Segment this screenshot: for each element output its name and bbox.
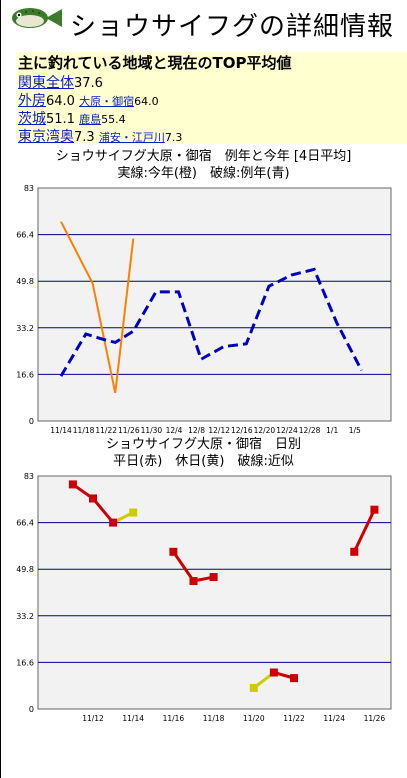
- chart1-x-tick-label: 12/8: [188, 426, 205, 435]
- chart1-y-tick-label: 49.8: [16, 277, 34, 286]
- region-value: 37.6: [74, 76, 103, 91]
- subregion-value: 55.4: [101, 113, 126, 126]
- chart1-x-tick-label: 11/30: [141, 426, 163, 435]
- chart2-x-tick-label: 11/18: [203, 714, 225, 723]
- chart2-segment-line: [352, 509, 376, 553]
- region-row-ibaraki: 茨城51.1 鹿島55.4: [18, 108, 126, 128]
- chart1-x-tick-label: 1/5: [349, 426, 361, 435]
- region-value: 51.1: [46, 112, 75, 127]
- chart2-x-tick-label: 11/14: [122, 714, 144, 723]
- chart2-x-tick-label: 11/26: [364, 714, 386, 723]
- chart2-data-point: [189, 576, 198, 585]
- chart1-x-tick-label: 11/26: [118, 426, 140, 435]
- chart2-data-point: [169, 547, 178, 556]
- chart2-y-tick-label: 66.4: [16, 519, 34, 528]
- chart1-y-tick-label: 66.4: [16, 231, 34, 240]
- chart1-x-tick-label: 11/14: [50, 426, 72, 435]
- top-average-panel: 主に釣れている地域と現在のTOP平均値 関東全体37.6 外房64.0 大原・御…: [16, 52, 407, 146]
- chart2-data-point: [370, 505, 379, 514]
- chart2-data-point: [109, 518, 118, 527]
- chart2-x-tick-label: 11/22: [283, 714, 305, 723]
- chart2-data-point: [290, 674, 298, 683]
- chart1-y-tick-label: 33.2: [16, 324, 34, 333]
- chart1-x-tick-label: 12/28: [299, 426, 321, 435]
- chart2-title: ショウサイフグ大原・御宿 日別 平日(赤) 休日(黄) 破線:近似: [0, 436, 407, 470]
- chart1-title: ショウサイフグ大原・御宿 例年と今年 [4日平均] 実線:今年(橙) 破線:例年…: [0, 148, 407, 182]
- chart2-y-tick-label: 49.8: [16, 565, 34, 574]
- page-title: ショウサイフグの詳細情報: [70, 12, 395, 42]
- chart2-x-tick-label: 11/12: [82, 714, 104, 723]
- subregion-link-ohara[interactable]: 大原・御宿: [79, 95, 135, 108]
- chart2-data-point: [89, 494, 97, 503]
- subregion-link-kashima[interactable]: 鹿島: [79, 113, 102, 126]
- subregion-link-urayasu[interactable]: 浦安・江戸川: [98, 131, 165, 144]
- region-value: 64.0: [46, 94, 75, 109]
- chart1-title-line1: ショウサイフグ大原・御宿 例年と今年 [4日平均]: [55, 149, 352, 164]
- page-left-border: [0, 0, 1, 778]
- chart1-x-tick-label: 1/1: [326, 426, 338, 435]
- region-row-tokyo-bay: 東京湾奥7.3 浦安・江戸川7.3: [18, 126, 182, 146]
- chart1-y-tick-label: 0: [29, 417, 34, 426]
- pufferfish-icon: [12, 8, 62, 28]
- chart2-x-tick-label: 11/24: [323, 714, 345, 723]
- region-link-ibaraki[interactable]: 茨城: [18, 111, 46, 127]
- chart1-y-tick-label: 83: [24, 184, 34, 193]
- region-link-kanto[interactable]: 関東全体: [18, 75, 74, 91]
- subregion-value: 7.3: [164, 131, 183, 144]
- chart1-x-tick-label: 12/4: [166, 426, 183, 435]
- chart2-y-tick-label: 33.2: [16, 612, 34, 621]
- chart2-segment-line: [91, 497, 115, 524]
- chart1-x-tick-label: 12/16: [231, 426, 253, 435]
- chart2-data-point: [269, 668, 278, 677]
- region-link-sotobo[interactable]: 外房: [18, 93, 46, 109]
- chart2-x-tick-label: 11/20: [243, 714, 265, 723]
- chart1-y-tick-label: 16.6: [16, 370, 34, 379]
- chart1-title-line2: 実線:今年(橙) 破線:例年(青): [117, 166, 290, 181]
- subregion-value: 64.0: [134, 95, 159, 108]
- chart2-x-tick-label: 11/16: [163, 714, 185, 723]
- page-header: ショウサイフグの詳細情報: [0, 0, 407, 50]
- region-value: 7.3: [74, 130, 95, 145]
- region-link-tokyo-bay[interactable]: 東京湾奥: [18, 129, 74, 145]
- region-row-sotobo: 外房64.0 大原・御宿64.0: [18, 90, 159, 110]
- chart2-data-point: [129, 508, 138, 517]
- chart2-data-point: [249, 683, 258, 692]
- chart2-title-line1: ショウサイフグ大原・御宿 日別: [105, 437, 301, 452]
- chart2-plot-area: [37, 475, 392, 710]
- chart1-x-tick-label: 11/22: [95, 426, 117, 435]
- chart1-x-tick-label: 11/18: [73, 426, 95, 435]
- chart2-y-tick-label: 16.6: [16, 658, 34, 667]
- chart1-x-tick-label: 12/20: [254, 426, 276, 435]
- chart1-plot-area: [37, 187, 392, 422]
- chart2-segment-line: [172, 550, 195, 582]
- chart1-x-tick-label: 12/12: [208, 426, 230, 435]
- chart2-y-tick-label: 83: [24, 472, 34, 481]
- chart2-y-tick-label: 0: [29, 705, 34, 714]
- chart2-data-point: [68, 480, 77, 489]
- chart1-x-tick-label: 12/24: [276, 426, 298, 435]
- chart2-data-point: [209, 573, 218, 582]
- chart2-data-point: [350, 547, 359, 556]
- region-row-kanto: 関東全体37.6: [18, 72, 103, 92]
- top-average-heading: 主に釣れている地域と現在のTOP平均値: [18, 54, 292, 72]
- chart2-title-line2: 平日(赤) 休日(黄) 破線:近似: [113, 454, 294, 469]
- chart1-series-line-average: [59, 267, 363, 377]
- chart2-daily: 0 16.6 33.2 49.8 66.4 83 11/12 11/14 11/16 11/18 1…: [16, 472, 392, 723]
